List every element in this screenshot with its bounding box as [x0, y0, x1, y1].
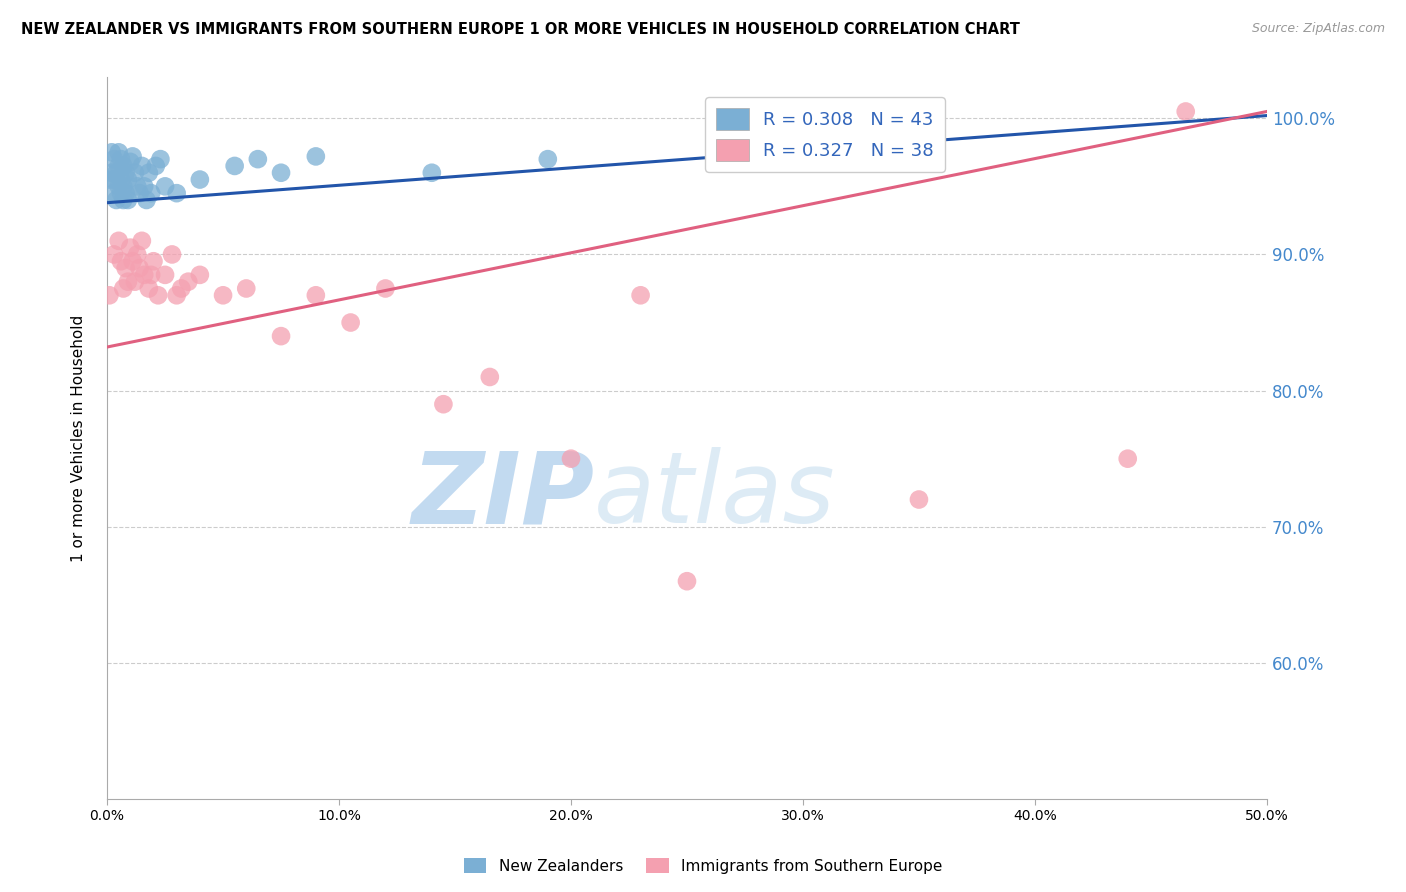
Point — [124, 275, 146, 289]
Point — [432, 397, 454, 411]
Point — [114, 261, 136, 276]
Point — [235, 281, 257, 295]
Point — [305, 288, 328, 302]
Point — [124, 166, 146, 180]
Point — [114, 186, 136, 201]
Point — [560, 451, 582, 466]
Point — [128, 261, 150, 276]
Point — [121, 149, 143, 163]
Point — [107, 234, 129, 248]
Point — [153, 179, 176, 194]
Point — [105, 193, 128, 207]
Point — [103, 186, 125, 201]
Point — [374, 281, 396, 295]
Point — [120, 154, 142, 169]
Point — [98, 288, 121, 302]
Point — [160, 247, 183, 261]
Point — [131, 234, 153, 248]
Point — [270, 329, 292, 343]
Point — [112, 159, 135, 173]
Point — [134, 268, 156, 282]
Text: Source: ZipAtlas.com: Source: ZipAtlas.com — [1251, 22, 1385, 36]
Point — [103, 247, 125, 261]
Point — [107, 179, 129, 194]
Point — [141, 268, 163, 282]
Point — [107, 159, 129, 173]
Point — [112, 179, 135, 194]
Text: ZIP: ZIP — [411, 448, 595, 544]
Point — [121, 254, 143, 268]
Point — [630, 288, 652, 302]
Point — [103, 152, 125, 166]
Point — [141, 186, 163, 201]
Point — [305, 149, 328, 163]
Point — [676, 574, 699, 589]
Point — [170, 281, 193, 295]
Point — [110, 254, 132, 268]
Point — [114, 166, 136, 180]
Point — [145, 159, 167, 173]
Point — [212, 288, 235, 302]
Point — [127, 179, 149, 194]
Point — [100, 166, 122, 180]
Point — [177, 275, 200, 289]
Point — [146, 288, 169, 302]
Point — [110, 172, 132, 186]
Point — [723, 145, 745, 160]
Point — [134, 179, 156, 194]
Point — [339, 316, 361, 330]
Point — [117, 172, 139, 186]
Point — [103, 172, 125, 186]
Point — [420, 166, 443, 180]
Point — [117, 275, 139, 289]
Point — [105, 166, 128, 180]
Point — [153, 268, 176, 282]
Point — [138, 166, 160, 180]
Point — [131, 159, 153, 173]
Point — [107, 145, 129, 160]
Point — [110, 152, 132, 166]
Point — [188, 268, 211, 282]
Point — [908, 492, 931, 507]
Point — [112, 281, 135, 295]
Point — [100, 145, 122, 160]
Point — [127, 247, 149, 261]
Point — [246, 152, 269, 166]
Point — [1116, 451, 1139, 466]
Point — [138, 281, 160, 295]
Point — [224, 159, 246, 173]
Point — [1174, 104, 1197, 119]
Y-axis label: 1 or more Vehicles in Household: 1 or more Vehicles in Household — [72, 315, 86, 562]
Point — [188, 172, 211, 186]
Point — [128, 186, 150, 201]
Legend: R = 0.308   N = 43, R = 0.327   N = 38: R = 0.308 N = 43, R = 0.327 N = 38 — [706, 97, 945, 172]
Text: NEW ZEALANDER VS IMMIGRANTS FROM SOUTHERN EUROPE 1 OR MORE VEHICLES IN HOUSEHOLD: NEW ZEALANDER VS IMMIGRANTS FROM SOUTHER… — [21, 22, 1019, 37]
Point — [112, 193, 135, 207]
Point — [478, 370, 501, 384]
Point — [142, 254, 165, 268]
Point — [98, 172, 121, 186]
Point — [110, 186, 132, 201]
Point — [166, 186, 188, 201]
Point — [537, 152, 560, 166]
Text: atlas: atlas — [595, 448, 835, 544]
Point — [166, 288, 188, 302]
Point — [135, 193, 157, 207]
Point — [270, 166, 292, 180]
Point — [120, 241, 142, 255]
Legend: New Zealanders, Immigrants from Southern Europe: New Zealanders, Immigrants from Southern… — [457, 852, 949, 880]
Point — [117, 193, 139, 207]
Point — [149, 152, 172, 166]
